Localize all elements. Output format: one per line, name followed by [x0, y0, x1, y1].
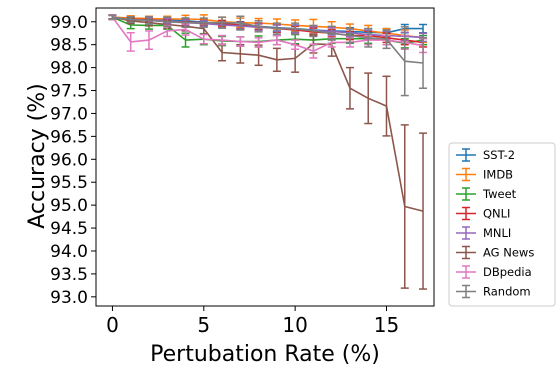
legend-item: MNLI	[456, 226, 511, 240]
y-tick-label: 93.5	[50, 265, 88, 285]
y-axis: 93.0 93.5 94.0 94.5 95.0 95.5 96.0 96.5 97.097.5…	[50, 13, 96, 308]
x-tick-label: 10	[282, 313, 307, 337]
legend-item: IMDB	[456, 168, 513, 182]
axes-frame	[95, 7, 435, 307]
y-axis-label: Accuracy (%)	[25, 83, 50, 229]
series-dbpedia	[108, 14, 428, 59]
x-tick-label: 5	[197, 313, 210, 337]
y-tick-label: 98.0	[50, 59, 88, 79]
legend-item: QNLI	[456, 207, 510, 221]
legend-item: Tweet	[456, 187, 517, 201]
legend-label: Random	[483, 285, 531, 299]
series-random	[108, 14, 428, 97]
y-tick-label: 97.0	[50, 104, 88, 124]
legend-label: Tweet	[482, 187, 517, 201]
legend-label: MNLI	[483, 226, 511, 240]
legend-label: AG News	[483, 246, 534, 260]
legend-item: AG News	[456, 246, 534, 260]
x-axis-label: Pertubation Rate (%)	[150, 342, 380, 367]
legend-box	[448, 142, 556, 307]
y-tick-label: 98.5	[50, 36, 88, 56]
y-tick-label: 96.5	[50, 127, 88, 147]
series-line	[112, 16, 424, 64]
x-tick-label: 15	[374, 313, 399, 337]
y-tick-label: 97.5	[50, 82, 88, 102]
legend-label: SST-2	[483, 148, 515, 162]
series-ag-news	[108, 14, 428, 290]
plot-area	[108, 14, 428, 290]
y-tick-label: 99.0	[50, 13, 88, 33]
y-tick-label: 93.0	[50, 288, 88, 308]
y-tick-label: 94.0	[50, 242, 88, 262]
series-line	[111, 16, 424, 52]
legend-label: QNLI	[483, 207, 510, 221]
y-tick-label: 96.0	[50, 150, 88, 170]
legend-label: IMDB	[483, 168, 513, 182]
series-line	[112, 16, 424, 212]
legend-label: DBpedia	[483, 265, 532, 279]
y-tick-label: 95.0	[50, 196, 88, 216]
x-axis: 0 5 10 15	[106, 306, 399, 337]
y-tick-label: 94.5	[50, 219, 88, 239]
legend: SST-2 IMDB Tweet QNLI MNLI AG News DBpedia Rand…	[448, 142, 556, 307]
legend-item: DBpedia	[456, 265, 532, 279]
legend-item: Random	[456, 285, 531, 299]
legend-item: SST-2	[456, 148, 515, 162]
y-tick-label: 95.5	[50, 173, 88, 193]
x-tick-label: 0	[106, 313, 119, 337]
